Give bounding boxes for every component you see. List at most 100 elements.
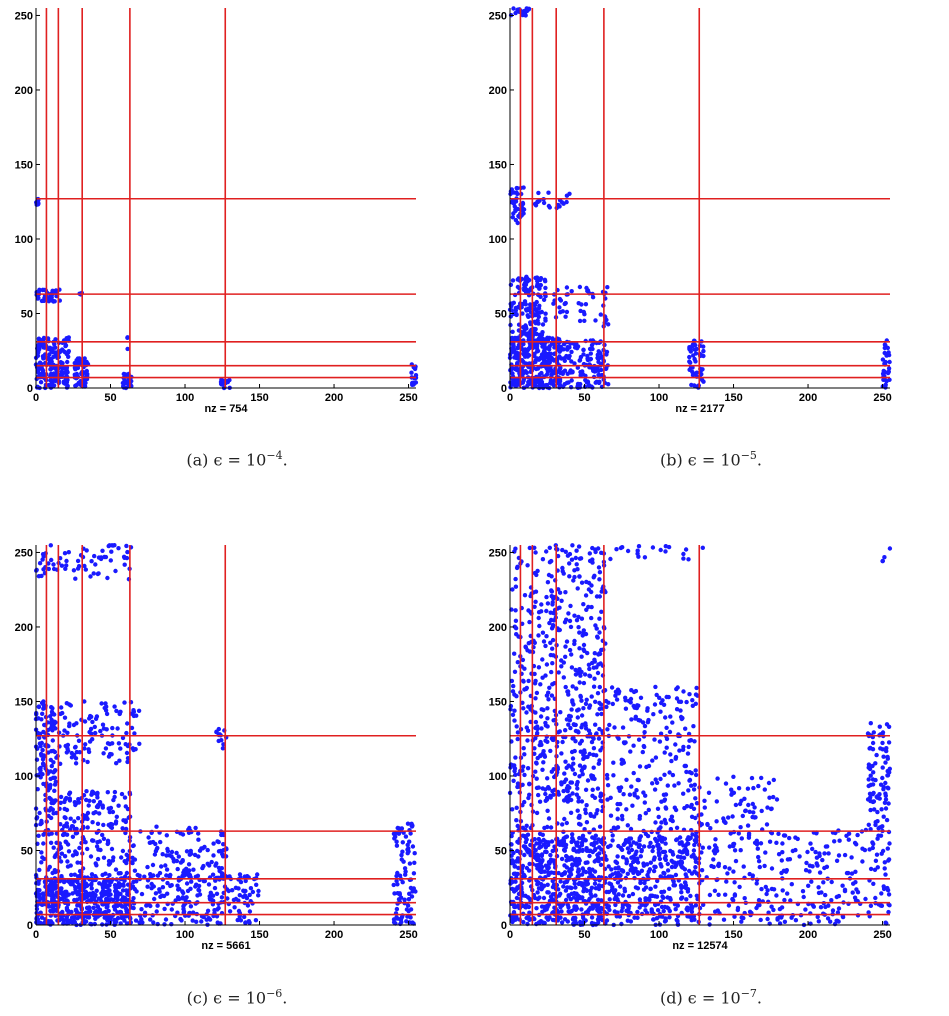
nonzero-point <box>413 373 419 378</box>
nonzero-point <box>64 907 70 912</box>
nonzero-point <box>562 816 567 822</box>
nonzero-point <box>550 884 556 890</box>
nonzero-point <box>632 791 637 796</box>
nonzero-point <box>168 872 173 878</box>
nonzero-point <box>635 915 640 920</box>
nonzero-point <box>408 915 413 920</box>
nonzero-point <box>131 713 137 719</box>
x-tick-label: 200 <box>325 929 343 941</box>
nonzero-point <box>750 801 755 807</box>
nonzero-point <box>566 909 571 914</box>
y-tick-label: 100 <box>15 234 33 246</box>
nonzero-point <box>525 383 530 388</box>
nonzero-point <box>91 896 96 902</box>
nonzero-point <box>107 873 112 878</box>
nonzero-point <box>620 869 626 874</box>
nonzero-point <box>90 719 95 725</box>
nonzero-point <box>110 725 115 731</box>
nonzero-point <box>759 775 764 781</box>
nonzero-point <box>559 856 565 862</box>
nonzero-point <box>650 781 655 786</box>
panel-b: 0 50 100 150 200 250 0 50 100 150 200 250 nz = 2177 … <box>474 0 948 508</box>
nonzero-point <box>39 860 44 865</box>
nonzero-point <box>630 891 636 897</box>
nonzero-point <box>50 807 55 812</box>
nonzero-point <box>532 837 537 842</box>
nonzero-point <box>628 836 634 841</box>
nonzero-point <box>607 881 612 886</box>
nonzero-point <box>147 840 152 845</box>
nonzero-point <box>562 620 568 625</box>
nonzero-point <box>51 723 56 729</box>
nonzero-point <box>598 661 603 666</box>
nonzero-point <box>754 881 759 886</box>
nonzero-point <box>547 367 552 372</box>
nonzero-point <box>546 816 552 821</box>
nonzero-point <box>577 574 582 579</box>
nonzero-point <box>549 588 554 593</box>
nonzero-point <box>631 689 637 695</box>
nonzero-point <box>620 817 625 822</box>
nonzero-point <box>184 881 190 886</box>
nonzero-point <box>590 787 595 792</box>
nonzero-point <box>589 694 594 699</box>
nonzero-point <box>885 846 890 851</box>
nonzero-point <box>607 897 612 902</box>
nonzero-point <box>527 792 532 797</box>
nonzero-point <box>614 697 620 702</box>
nonzero-point <box>46 299 52 304</box>
nonzero-point <box>886 892 892 897</box>
nonzero-point <box>886 858 891 863</box>
nonzero-point <box>722 865 728 870</box>
nonzero-point <box>532 302 538 308</box>
nonzero-point <box>76 816 81 821</box>
nonzero-point <box>570 756 576 761</box>
nonzero-point <box>595 634 600 639</box>
nonzero-point <box>658 862 663 867</box>
x-tick-label: 50 <box>104 392 116 404</box>
nonzero-point <box>230 888 235 893</box>
nonzero-point <box>685 889 691 894</box>
nonzero-point <box>825 916 831 921</box>
nonzero-point <box>532 751 537 756</box>
nonzero-point <box>90 820 95 825</box>
nonzero-point <box>631 870 636 875</box>
nonzero-point <box>52 775 58 780</box>
nonzero-point <box>559 658 564 663</box>
nonzero-point <box>191 867 196 872</box>
nonzero-point <box>712 843 718 848</box>
nonzero-point <box>563 888 569 893</box>
nonzero-point <box>403 872 408 877</box>
nonzero-point <box>596 886 602 892</box>
nonzero-point <box>550 602 555 607</box>
nonzero-point <box>564 853 569 859</box>
nonzero-point <box>243 920 248 925</box>
x-tick-label: 250 <box>399 929 417 941</box>
nonzero-point <box>571 761 576 766</box>
nonzero-point <box>96 847 101 852</box>
nonzero-point <box>105 575 110 581</box>
nonzero-point <box>533 769 538 774</box>
nonzero-point <box>844 870 850 876</box>
nonzero-point <box>774 840 779 845</box>
nonzero-point <box>655 843 661 849</box>
caption-label-b: (b) <box>659 450 683 470</box>
nonzero-point <box>535 890 540 895</box>
nonzero-point <box>163 863 168 868</box>
nonzero-point <box>523 644 528 649</box>
nonzero-point <box>593 699 598 704</box>
nonzero-point <box>524 8 530 14</box>
nonzero-point <box>679 890 684 895</box>
nonzero-point <box>163 917 169 922</box>
nonzero-point <box>735 907 740 913</box>
nonzero-point <box>832 839 837 844</box>
nonzero-point <box>34 757 40 762</box>
nonzero-point <box>550 646 555 651</box>
nonzero-point <box>550 661 555 666</box>
nonzero-point <box>657 856 663 862</box>
nonzero-point <box>789 882 794 887</box>
nonzero-point <box>47 808 52 813</box>
nonzero-point <box>50 870 55 876</box>
nonzero-point <box>546 190 551 195</box>
